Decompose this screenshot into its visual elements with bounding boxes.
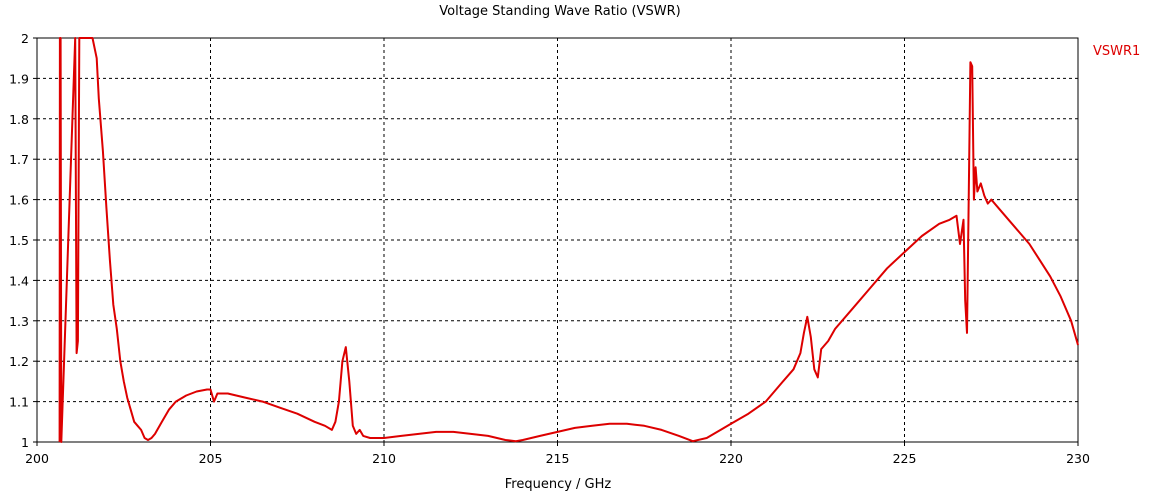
y-tick-label: 1.9: [9, 71, 29, 86]
chart-title: Voltage Standing Wave Ratio (VSWR): [439, 4, 681, 19]
y-tick-label: 1.3: [9, 314, 29, 329]
x-tick-label: 210: [372, 451, 396, 466]
y-tick-label: 1.4: [9, 273, 29, 288]
y-tick-label: 2: [21, 31, 29, 46]
x-tick-label: 215: [546, 451, 570, 466]
x-tick-label: 225: [893, 451, 917, 466]
y-tick-label: 1: [21, 435, 29, 450]
x-tick-label: 205: [199, 451, 223, 466]
series-layer: [58, 37, 1079, 443]
y-tick-label: 1.1: [9, 395, 29, 410]
x-tick-label: 230: [1066, 451, 1090, 466]
x-axis-label: Frequency / GHz: [504, 477, 612, 492]
series-line-vswr1: [58, 37, 1079, 443]
y-tick-label: 1.2: [9, 354, 29, 369]
y-tick-label: 1.7: [9, 152, 29, 167]
grid: [37, 38, 1078, 442]
x-tick-label: 200: [25, 451, 49, 466]
y-tick-label: 1.8: [9, 112, 29, 127]
x-tick-label: 220: [719, 451, 743, 466]
y-tick-label: 1.6: [9, 193, 29, 208]
axes: 1 1.1 1.2 1.3 1.4 1.5 1.6 1.7 1.8 1.9 2 200 205 210 21…: [9, 31, 1090, 466]
plot-frame: [36, 37, 1079, 443]
legend-entry-vswr1: VSWR1: [1093, 44, 1141, 59]
y-tick-label: 1.5: [9, 233, 29, 248]
